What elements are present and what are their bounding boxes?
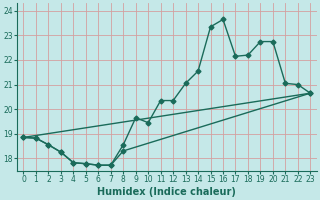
- X-axis label: Humidex (Indice chaleur): Humidex (Indice chaleur): [98, 187, 236, 197]
